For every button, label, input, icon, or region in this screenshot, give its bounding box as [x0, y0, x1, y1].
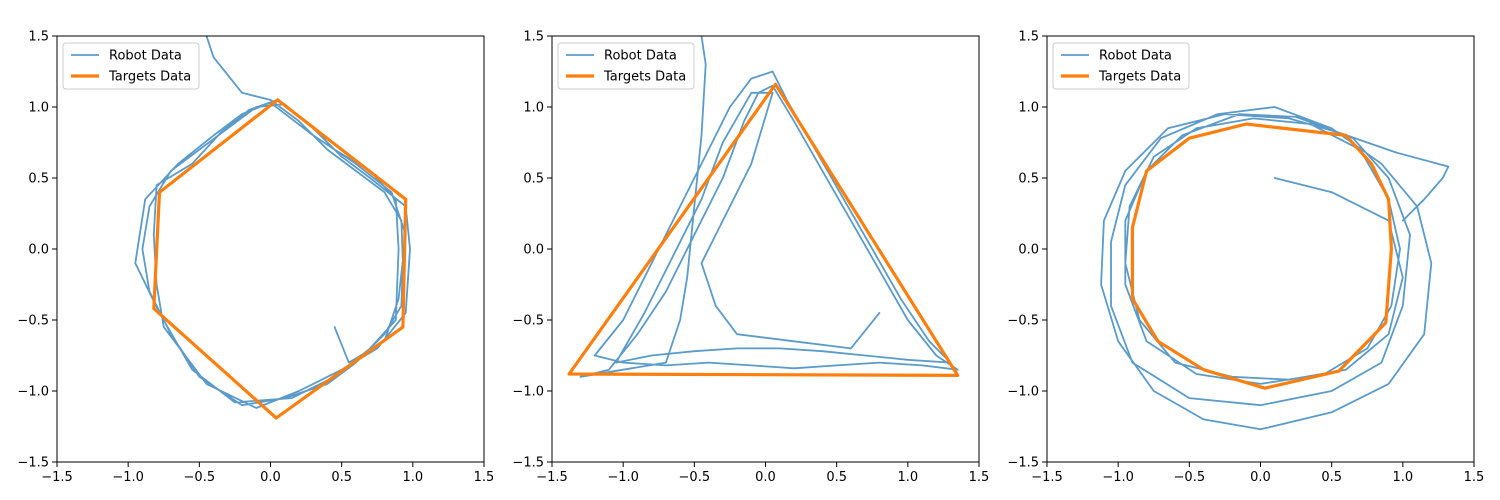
y-tick-label: −1.5 — [1007, 456, 1039, 471]
x-tick-label: 1.5 — [969, 470, 990, 485]
legend: Robot Data Targets Data — [1052, 42, 1190, 90]
x-tick-label: 1.0 — [897, 470, 918, 485]
plot-area — [134, 36, 411, 420]
x-tick-label: −1.5 — [1031, 470, 1063, 485]
y-tick-label: 0.0 — [28, 243, 49, 258]
targets-data-line — [1130, 122, 1393, 390]
x-tick-label: −0.5 — [184, 470, 216, 485]
y-tick-label: 0.5 — [523, 172, 544, 187]
y-tick-label: 0.0 — [1018, 243, 1039, 258]
x-tick-label: −1.5 — [536, 470, 568, 485]
subplot-1: −1.5 −1.0 −0.5 0.0 0.5 1.0 1.5 −1.5 −1.0 −0.5 0.0 0… — [17, 30, 494, 486]
plot-area — [1100, 106, 1450, 431]
y-tick-label: −0.5 — [17, 314, 49, 329]
x-tick-label: −0.5 — [1174, 470, 1206, 485]
x-tick-label: −1.0 — [1102, 470, 1134, 485]
y-tick-label: −1.5 — [17, 456, 49, 471]
targets-data-line — [567, 82, 960, 377]
y-tick-label: 0.5 — [28, 172, 49, 187]
legend-label-targets-data: Targets Data — [603, 70, 686, 85]
legend-label-robot-data: Robot Data — [109, 49, 182, 64]
x-tick-label: 1.5 — [474, 470, 495, 485]
y-tick-label: −1.0 — [512, 385, 544, 400]
x-tick-label: −1.0 — [112, 470, 144, 485]
legend: Robot Data Targets Data — [557, 42, 695, 90]
y-tick-label: 1.0 — [523, 101, 544, 116]
y-tick-label: 0.5 — [1018, 172, 1039, 187]
legend: Robot Data Targets Data — [62, 42, 200, 90]
subplot-3: −1.5 −1.0 −0.5 0.0 0.5 1.0 1.5 −1.5 −1.0 −0.5 0.0 0… — [1007, 30, 1484, 486]
x-tick-label: 0.0 — [260, 470, 281, 485]
legend-label-targets-data: Targets Data — [108, 70, 191, 85]
y-tick-label: −1.5 — [512, 456, 544, 471]
x-tick-label: 1.5 — [1464, 470, 1485, 485]
y-tick-label: 1.0 — [28, 101, 49, 116]
x-tick-label: −1.5 — [41, 470, 73, 485]
legend-label-robot-data: Robot Data — [604, 49, 677, 64]
y-tick-label: −0.5 — [1007, 314, 1039, 329]
y-tick-label: −1.0 — [1007, 385, 1039, 400]
y-tick-label: −0.5 — [512, 314, 544, 329]
y-tick-label: 1.5 — [1018, 30, 1039, 45]
x-tick-label: −1.0 — [607, 470, 639, 485]
x-tick-label: 1.0 — [402, 470, 423, 485]
y-tick-label: 0.0 — [523, 243, 544, 258]
y-tick-label: −1.0 — [17, 385, 49, 400]
plot-area — [567, 36, 960, 378]
subplot-2: −1.5 −1.0 −0.5 0.0 0.5 1.0 1.5 −1.5 −1.0 −0.5 0.0 0… — [512, 30, 989, 486]
y-tick-label: 1.5 — [28, 30, 49, 45]
y-tick-label: 1.0 — [1018, 101, 1039, 116]
x-tick-label: 0.5 — [331, 470, 352, 485]
x-tick-label: 0.5 — [1321, 470, 1342, 485]
x-tick-label: 0.5 — [826, 470, 847, 485]
x-tick-label: −0.5 — [679, 470, 711, 485]
legend-label-robot-data: Robot Data — [1099, 49, 1172, 64]
robot-data-line — [1100, 106, 1450, 431]
y-tick-label: 1.5 — [523, 30, 544, 45]
x-tick-label: 1.0 — [1392, 470, 1413, 485]
targets-data-line — [152, 98, 408, 420]
x-tick-label: 0.0 — [1250, 470, 1271, 485]
x-tick-label: 0.0 — [755, 470, 776, 485]
legend-label-targets-data: Targets Data — [1098, 70, 1181, 85]
robot-data-line — [579, 36, 959, 378]
subplots: −1.5 −1.0 −0.5 0.0 0.5 1.0 1.5 −1.5 −1.0 −0.5 0.0 0… — [17, 30, 1484, 486]
